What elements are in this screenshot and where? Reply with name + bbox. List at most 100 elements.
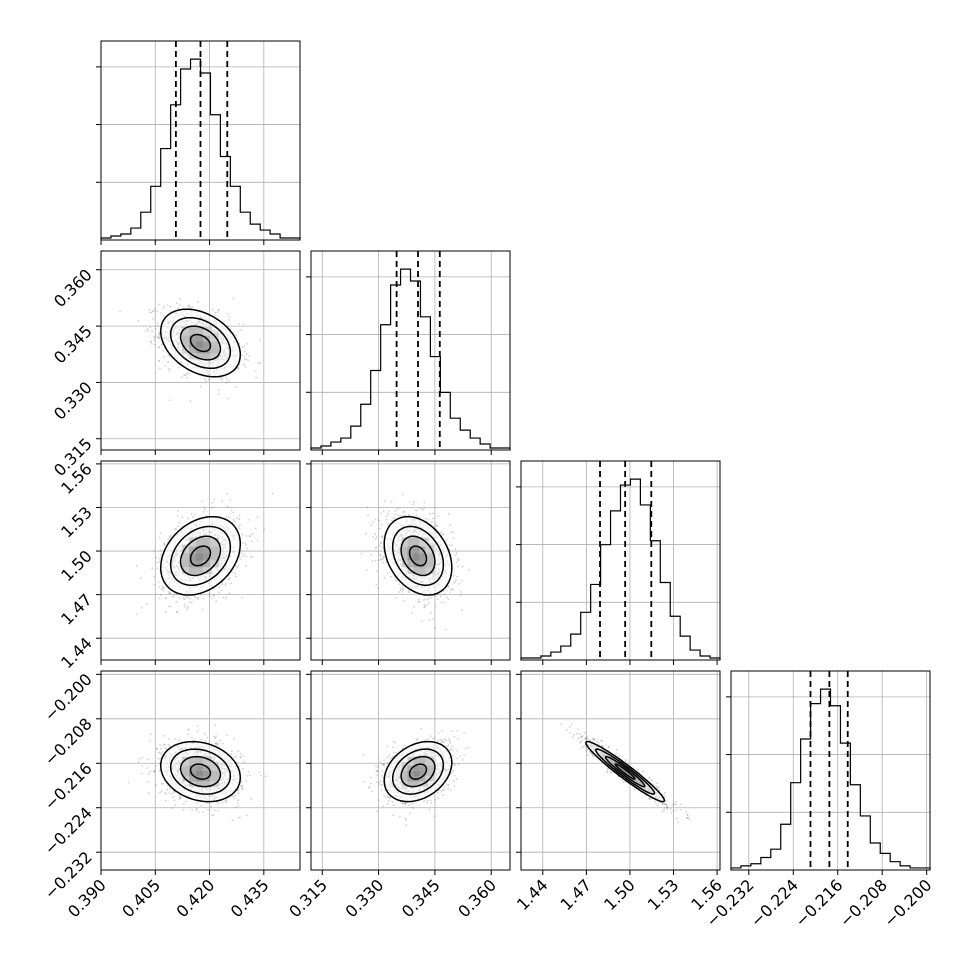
scatter-point: [200, 738, 203, 741]
scatter-point: [394, 578, 397, 581]
scatter-point: [449, 588, 452, 590]
axes-frame: [100, 460, 301, 661]
scatter-point: [214, 737, 217, 740]
scatter-point: [146, 603, 149, 605]
scatter-point: [461, 565, 464, 568]
scatter-point: [445, 539, 448, 542]
scatter-point: [150, 340, 153, 343]
scatter-point: [213, 498, 216, 501]
scatter-point: [378, 527, 381, 530]
scatter-point: [158, 346, 161, 348]
scatter-point: [157, 303, 160, 306]
scatter-point: [169, 535, 172, 538]
scatter-point: [230, 753, 233, 756]
grid: [731, 671, 930, 870]
scatter-point: [237, 525, 240, 528]
scatter-point: [158, 770, 161, 772]
scatter-point: [199, 385, 202, 388]
scatter-point: [197, 811, 200, 814]
scatter-point: [207, 808, 210, 811]
scatter-point: [200, 804, 203, 807]
scatter-point: [177, 366, 180, 369]
scatter-point: [161, 585, 164, 588]
scatter-point: [229, 577, 231, 580]
scatter-point: [179, 795, 181, 798]
scatter-point: [457, 557, 459, 560]
scatter-point: [149, 326, 152, 329]
scatter-point: [218, 586, 221, 589]
scatter-point: [188, 601, 191, 604]
scatter-point: [235, 755, 238, 758]
scatter-point: [169, 534, 172, 537]
scatter-point: [242, 555, 244, 558]
scatter-point: [378, 544, 381, 547]
grid: [101, 671, 300, 870]
scatter-point: [156, 336, 159, 339]
scatter-point: [228, 592, 231, 595]
scatter-point: [452, 531, 454, 533]
scatter-point: [443, 601, 446, 604]
scatter-point: [160, 343, 163, 346]
scatter-point: [396, 580, 398, 582]
scatter-point: [162, 349, 165, 352]
scatter-point: [213, 595, 216, 597]
scatter-point: [249, 535, 252, 537]
scatter-point: [168, 369, 171, 372]
scatter-point: [220, 377, 223, 380]
scatter-point: [402, 587, 404, 590]
scatter-point: [455, 578, 457, 581]
scatter-point: [250, 556, 252, 559]
scatter-point: [172, 595, 175, 598]
scatter-point: [168, 399, 171, 402]
scatter-point: [238, 514, 241, 517]
scatter-point: [244, 365, 247, 368]
axes-frame: [100, 250, 301, 451]
scatter-point: [201, 608, 204, 611]
scatter-point: [196, 725, 199, 727]
scatter-point: [237, 750, 240, 753]
scatter-point: [260, 774, 262, 777]
histogram-step: [100, 58, 301, 240]
scatter-point: [215, 742, 218, 744]
scatter-point: [189, 597, 192, 600]
scatter-point: [379, 558, 382, 561]
scatter-point: [135, 613, 138, 616]
scatter-point: [168, 536, 171, 539]
scatter-point: [232, 518, 235, 521]
scatter-point: [231, 795, 234, 797]
scatter-point: [159, 549, 162, 552]
scatter-point: [468, 569, 471, 572]
scatter-point: [228, 380, 231, 383]
histogram-step: [730, 688, 931, 870]
scatter-point: [381, 535, 384, 538]
scatter-point: [443, 593, 446, 596]
scatter-point: [370, 553, 373, 556]
scatter-point: [434, 605, 437, 608]
scatter-point: [166, 788, 169, 791]
scatter-point: [386, 513, 389, 516]
scatter-point: [179, 297, 181, 300]
scatter-point: [460, 594, 462, 597]
scatter-point: [454, 580, 456, 583]
scatter-point: [379, 554, 382, 557]
scatter-point: [380, 541, 382, 544]
scatter-point: [140, 606, 143, 609]
scatter-point: [401, 591, 404, 593]
scatter-point: [375, 546, 378, 549]
scatter-point: [217, 393, 220, 395]
scatter-point: [367, 514, 369, 517]
scatter-point: [243, 553, 246, 556]
scatter-point: [154, 765, 157, 767]
scatter-point: [152, 770, 155, 772]
scatter-point: [196, 598, 199, 600]
scatter-point: [236, 517, 238, 519]
scatter-point: [182, 809, 185, 811]
scatter-point: [179, 304, 181, 306]
scatter-point: [241, 788, 244, 791]
scatter-point: [376, 587, 379, 589]
scatter-point: [251, 555, 254, 558]
scatter-point: [164, 597, 167, 600]
scatter-point: [229, 499, 232, 502]
scatter-point: [159, 532, 162, 534]
scatter-point: [250, 540, 253, 543]
